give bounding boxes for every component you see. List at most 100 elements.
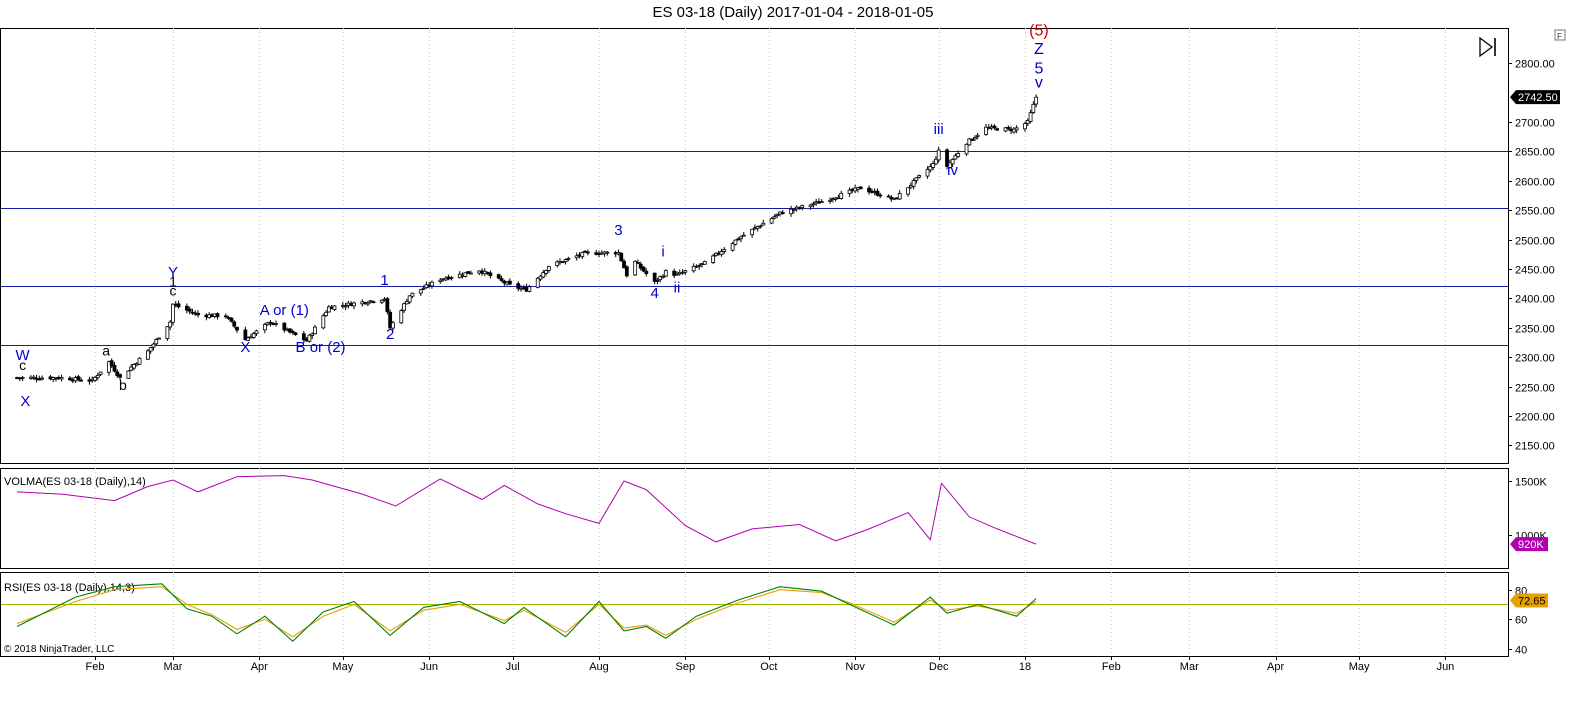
candle-body (187, 308, 192, 312)
candle (580, 251, 585, 260)
candle (622, 258, 626, 269)
candle-body (40, 377, 44, 380)
candle-body (290, 331, 295, 333)
candle (151, 342, 156, 351)
wave-label: 4 (650, 285, 658, 302)
candle (755, 225, 760, 232)
candle-body (711, 255, 716, 263)
play-end-icon[interactable] (1479, 36, 1496, 58)
candle (313, 324, 317, 335)
candle (811, 201, 816, 208)
candle (404, 298, 409, 305)
volma-line (16, 475, 1037, 545)
candle-body (928, 166, 933, 171)
candle (307, 333, 312, 343)
candle (828, 197, 832, 204)
candle-body (789, 208, 794, 215)
candle-body (251, 333, 256, 338)
date-tick-label: 18 (1019, 661, 1031, 673)
candle-body (800, 205, 805, 208)
candle (566, 256, 571, 262)
last-price-badge (1510, 90, 1560, 105)
candle-body (858, 186, 863, 190)
candle (992, 124, 997, 130)
candle-body (165, 326, 170, 339)
candle (800, 204, 805, 211)
corner-badge[interactable] (1554, 29, 1566, 41)
candle (301, 330, 306, 344)
date-tick-label: May (332, 661, 353, 673)
candle-body (585, 251, 590, 254)
candle-body (1003, 127, 1008, 132)
candle (933, 156, 938, 166)
candle (917, 174, 922, 179)
candle-body (730, 243, 735, 251)
candle-body (154, 339, 159, 345)
wave-label: A or (1) (260, 302, 309, 319)
candle-body (808, 204, 813, 208)
candle-body (402, 303, 406, 311)
candle-body (399, 310, 404, 324)
candle (711, 253, 716, 265)
candle (995, 127, 1000, 131)
candle-body (819, 201, 824, 203)
volma-last-label: 920K (1518, 539, 1544, 551)
candle-body (566, 257, 571, 260)
candle (438, 277, 443, 284)
candle (1003, 126, 1008, 133)
volma-title: VOLMA(ES 03-18 (Daily),14) (4, 476, 146, 488)
candle-body (98, 371, 103, 375)
candle-body (945, 149, 949, 167)
candle-body (847, 189, 852, 195)
candle-body (691, 265, 696, 272)
candle (964, 143, 969, 157)
price-tick-label: 2200.00 (1515, 412, 1555, 424)
candle-body (507, 280, 512, 285)
candle-body (839, 192, 844, 199)
candle (619, 252, 624, 262)
candle (282, 322, 287, 333)
copyright-text: © 2018 NinjaTrader, LLC (4, 644, 114, 655)
candle-body (407, 295, 412, 303)
candle (1011, 127, 1016, 134)
candle (527, 285, 532, 293)
candle (953, 153, 958, 160)
candle (775, 213, 780, 219)
candle-body (702, 261, 707, 265)
wave-label: 5 (1034, 60, 1043, 77)
candle (37, 375, 42, 381)
volma-panel[interactable] (0, 468, 1509, 569)
candle-body (288, 328, 292, 333)
candle (168, 319, 173, 331)
candle (956, 150, 961, 158)
date-tick-label: Jun (420, 661, 438, 673)
price-tick-label: 2300.00 (1515, 353, 1555, 365)
candle-body (574, 255, 579, 259)
candle-body (995, 128, 1000, 131)
candle-body (780, 212, 785, 215)
candle-body (811, 203, 816, 206)
candle-body (79, 379, 83, 382)
wave-label: c (169, 282, 176, 298)
last-price-label: 2742.50 (1518, 92, 1558, 104)
candle (560, 260, 565, 264)
candle-body (772, 216, 777, 219)
candle-body (769, 218, 774, 224)
candle (1014, 125, 1019, 134)
candle-body (658, 276, 663, 281)
rsi-panel[interactable] (0, 572, 1509, 657)
candle-body (546, 266, 551, 271)
price-panel[interactable] (0, 28, 1509, 464)
candle-body (867, 187, 871, 193)
candle-body (555, 261, 560, 267)
candle (288, 327, 292, 334)
candle-body (644, 270, 649, 275)
candle (418, 289, 423, 296)
candle-body (379, 299, 384, 303)
candle-body (109, 360, 114, 367)
candle-body (736, 238, 741, 241)
candle (274, 320, 278, 327)
candle (379, 299, 384, 305)
candle (758, 224, 763, 229)
